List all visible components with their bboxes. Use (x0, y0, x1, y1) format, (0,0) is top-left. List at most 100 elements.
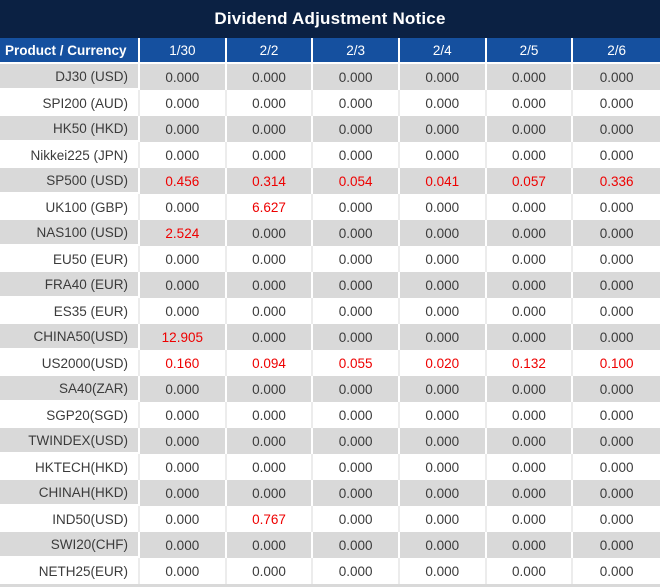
value-cell: 0.000 (313, 142, 400, 168)
header-date-3: 2/3 (313, 38, 400, 64)
product-cell: UK100 (GBP) (0, 194, 140, 220)
value-cell: 0.000 (140, 90, 227, 116)
value-cell: 0.000 (573, 64, 660, 90)
value-cell: 0.000 (226, 454, 314, 480)
value-cell: 0.000 (573, 116, 660, 142)
value-cell: 0.000 (226, 64, 314, 90)
value-cell: 0.000 (573, 506, 660, 532)
product-cell: EU50 (EUR) (0, 246, 140, 272)
value-cell: 0.000 (226, 246, 314, 272)
table-header: Product / Currency 1/30 2/2 2/3 2/4 2/5 … (0, 38, 660, 64)
value-cell: 0.000 (486, 90, 574, 116)
value-cell: 0.000 (313, 116, 400, 142)
product-cell: HK50 (HKD) (0, 116, 140, 142)
value-cell: 0.000 (399, 376, 487, 402)
value-cell: 0.000 (399, 324, 487, 350)
table-body: DJ30 (USD) 0.000 0.000 0.000 0.000 0.000… (0, 64, 660, 584)
value-cell: 0.000 (226, 558, 314, 584)
value-cell: 0.000 (573, 558, 660, 584)
value-cell: 0.000 (399, 454, 487, 480)
value-cell: 0.000 (226, 298, 314, 324)
header-row: Product / Currency 1/30 2/2 2/3 2/4 2/5 … (0, 38, 660, 64)
value-cell: 0.000 (140, 558, 227, 584)
value-cell: 0.000 (140, 246, 227, 272)
table-row: ES35 (EUR) 0.000 0.000 0.000 0.000 0.000… (0, 298, 660, 324)
value-cell: 0.057 (486, 168, 574, 194)
value-cell: 0.000 (573, 402, 660, 428)
value-cell: 0.000 (313, 558, 400, 584)
header-date-5: 2/5 (486, 38, 574, 64)
next-row-cutoff-strip (0, 584, 660, 587)
value-cell: 0.000 (313, 324, 400, 350)
value-cell: 0.000 (399, 428, 487, 454)
value-cell: 0.000 (399, 402, 487, 428)
product-cell: CHINA50(USD) (0, 324, 140, 350)
value-cell: 0.000 (313, 480, 400, 506)
product-cell: IND50(USD) (0, 506, 140, 532)
product-cell: SP500 (USD) (0, 168, 140, 194)
value-cell: 0.000 (313, 246, 400, 272)
value-cell: 0.000 (140, 480, 227, 506)
value-cell: 0.000 (399, 298, 487, 324)
value-cell: 0.000 (573, 376, 660, 402)
value-cell: 0.000 (140, 532, 227, 558)
value-cell: 0.041 (399, 168, 487, 194)
value-cell: 0.000 (399, 272, 487, 298)
table-row: CHINAH(HKD) 0.000 0.000 0.000 0.000 0.00… (0, 480, 660, 506)
value-cell: 0.000 (313, 532, 400, 558)
value-cell: 0.160 (140, 350, 227, 376)
product-cell: DJ30 (USD) (0, 64, 140, 90)
header-date-2: 2/2 (226, 38, 314, 64)
value-cell: 0.000 (226, 428, 314, 454)
title-bar: Dividend Adjustment Notice (0, 0, 660, 38)
value-cell: 0.000 (486, 298, 574, 324)
value-cell: 0.100 (573, 350, 660, 376)
table-row: SGP20(SGD) 0.000 0.000 0.000 0.000 0.000… (0, 402, 660, 428)
table-row: SP500 (USD) 0.456 0.314 0.054 0.041 0.05… (0, 168, 660, 194)
value-cell: 0.000 (399, 116, 487, 142)
product-cell: HKTECH(HKD) (0, 454, 140, 480)
value-cell: 0.000 (140, 64, 227, 90)
value-cell: 0.000 (486, 532, 574, 558)
value-cell: 0.000 (399, 506, 487, 532)
value-cell: 0.000 (140, 298, 227, 324)
table-row: SWI20(CHF) 0.000 0.000 0.000 0.000 0.000… (0, 532, 660, 558)
value-cell: 0.000 (573, 90, 660, 116)
value-cell: 0.000 (573, 194, 660, 220)
value-cell: 0.000 (226, 116, 314, 142)
value-cell: 0.000 (486, 324, 574, 350)
value-cell: 0.000 (313, 194, 400, 220)
table-row: DJ30 (USD) 0.000 0.000 0.000 0.000 0.000… (0, 64, 660, 90)
value-cell: 0.000 (486, 194, 574, 220)
dividend-adjustment-table: Product / Currency 1/30 2/2 2/3 2/4 2/5 … (0, 38, 660, 584)
value-cell: 0.000 (573, 272, 660, 298)
value-cell: 0.000 (313, 454, 400, 480)
value-cell: 0.000 (140, 142, 227, 168)
value-cell: 0.000 (226, 90, 314, 116)
value-cell: 0.000 (486, 506, 574, 532)
value-cell: 0.000 (486, 428, 574, 454)
value-cell: 0.000 (313, 90, 400, 116)
header-date-1: 1/30 (140, 38, 227, 64)
value-cell: 0.000 (573, 220, 660, 246)
value-cell: 0.000 (399, 64, 487, 90)
value-cell: 0.132 (486, 350, 574, 376)
value-cell: 0.000 (573, 428, 660, 454)
value-cell: 0.456 (140, 168, 227, 194)
table-row: TWINDEX(USD) 0.000 0.000 0.000 0.000 0.0… (0, 428, 660, 454)
product-cell: SA40(ZAR) (0, 376, 140, 402)
value-cell: 0.000 (226, 142, 314, 168)
value-cell: 0.000 (486, 246, 574, 272)
value-cell: 0.000 (226, 480, 314, 506)
table-row: HKTECH(HKD) 0.000 0.000 0.000 0.000 0.00… (0, 454, 660, 480)
value-cell: 0.000 (140, 506, 227, 532)
value-cell: 0.000 (486, 142, 574, 168)
value-cell: 0.000 (313, 220, 400, 246)
product-cell: CHINAH(HKD) (0, 480, 140, 506)
header-product-currency: Product / Currency (0, 38, 140, 64)
value-cell: 0.000 (573, 454, 660, 480)
table-row: US2000(USD) 0.160 0.094 0.055 0.020 0.13… (0, 350, 660, 376)
header-date-6: 2/6 (573, 38, 660, 64)
product-cell: US2000(USD) (0, 350, 140, 376)
value-cell: 2.524 (140, 220, 227, 246)
